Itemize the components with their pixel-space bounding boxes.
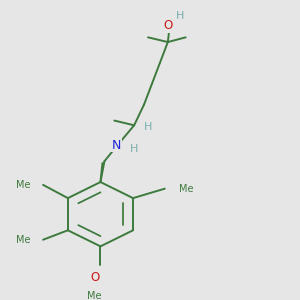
Text: H: H [144, 122, 152, 132]
Text: O: O [90, 271, 99, 284]
Text: Me: Me [87, 290, 102, 300]
Text: Me: Me [16, 235, 30, 245]
Text: H: H [130, 144, 138, 154]
Text: N: N [112, 139, 121, 152]
Text: O: O [163, 20, 172, 32]
Text: H: H [176, 11, 184, 21]
Text: Me: Me [16, 180, 30, 190]
Text: Me: Me [178, 184, 193, 194]
